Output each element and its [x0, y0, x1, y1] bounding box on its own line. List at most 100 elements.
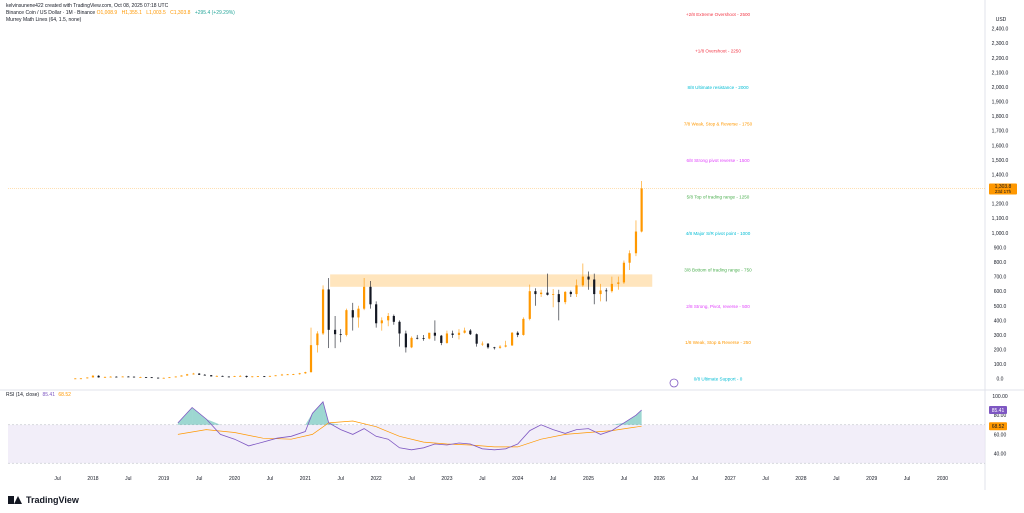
murrey-line-label: 4/8 Major S/R pivot point - 1000	[686, 231, 751, 236]
price-tick-label: 900.0	[994, 245, 1007, 251]
candle-body	[292, 374, 295, 375]
candle-body	[587, 276, 590, 280]
rsi-overbought-fill	[192, 407, 207, 425]
candle-body	[268, 375, 272, 377]
candle-body	[192, 373, 195, 375]
price-tick-label: 700.0	[994, 275, 1007, 281]
rsi-overbought-fill	[611, 422, 624, 425]
high-value: H1,355.1	[121, 10, 142, 16]
candle-body	[239, 375, 242, 377]
candle-body	[445, 333, 449, 343]
murrey-line-label: 5/8 Top of trading range - 1250	[687, 194, 750, 199]
murrey-line-label: +2/8 Extreme Overshoot - 2500	[686, 12, 751, 17]
candle-body	[121, 376, 124, 378]
time-tick-label: Jul	[833, 476, 839, 482]
time-tick-label: 2026	[654, 476, 665, 482]
murrey-line-label: 7/8 Weak, Stop & Reverse - 1750	[684, 121, 753, 126]
candle-body	[251, 376, 254, 378]
price-tick-label: 1,900.0	[992, 100, 1009, 106]
change-value: +295.4 (+29.29%)	[194, 10, 235, 16]
rsi-ma-value: 68.52	[58, 392, 71, 398]
candle-body	[392, 315, 395, 322]
time-tick-label: 2021	[300, 476, 311, 482]
price-tick-label: 2,200.0	[992, 56, 1009, 62]
murrey-line-label: 3/8 Bottom of trading range - 750	[684, 267, 752, 272]
rsi-overbought-fill	[635, 410, 642, 425]
candle-body	[333, 329, 337, 335]
candle-body	[227, 376, 230, 378]
candle-body	[309, 345, 313, 373]
time-tick-label: 2023	[441, 476, 452, 482]
candle-body	[180, 375, 183, 377]
price-tick-label: 0.0	[997, 377, 1004, 383]
time-tick-label: Jul	[196, 476, 202, 482]
candle-body	[552, 294, 555, 295]
murrey-line-label: +1/8 Overshoot - 2250	[695, 48, 741, 53]
candle-body	[557, 294, 560, 303]
time-tick-label: 2025	[583, 476, 594, 482]
price-tick-label: 600.0	[994, 289, 1007, 295]
candle-body	[510, 332, 514, 346]
candle-body	[433, 332, 437, 336]
candle-body	[168, 377, 171, 379]
candle-body	[451, 333, 454, 335]
candle-body	[339, 334, 342, 336]
candle-body	[256, 376, 260, 378]
credit-line: kelvinsunene422 created with TradingView…	[6, 3, 169, 9]
candle-body	[428, 332, 431, 339]
murrey-line-label: 8/8 Ultimate resistance - 2000	[687, 85, 748, 90]
candle-body	[622, 262, 626, 283]
event-flag-icon	[669, 378, 679, 388]
candle-body	[327, 289, 330, 330]
price-tick-label: 1,100.0	[992, 216, 1009, 222]
candle-body	[457, 332, 461, 335]
candle-body	[97, 375, 100, 378]
price-tick-label: 300.0	[994, 333, 1007, 339]
candle-body	[233, 376, 236, 377]
rsi-ma-line	[177, 420, 642, 448]
brand-name: TradingView	[26, 495, 79, 505]
candle-body	[298, 373, 301, 375]
candle-body	[369, 286, 372, 305]
rsi-overbought-fill	[305, 413, 313, 425]
rsi-value-badge-label: 85.41	[992, 408, 1005, 414]
rsi-label: RSI (14, close)	[6, 392, 40, 398]
candle-body	[351, 310, 354, 318]
candle-body	[404, 333, 407, 348]
symbol-name: Binance Coin / US Dollar · 1M · Binance	[6, 10, 96, 16]
open-value: O1,008.9	[96, 10, 118, 16]
candle-body	[599, 290, 602, 295]
rsi-ma-badge	[989, 422, 1007, 431]
price-tick-label: 2,000.0	[992, 85, 1009, 91]
rsi-tick-label: 100.00	[992, 394, 1008, 400]
ohlc-values: O1,008.9 H1,355.1 L1,003.5 C1,303.8 +295…	[97, 10, 238, 16]
murrey-line-label: 6/8 Strong pivot reverse - 1500	[686, 158, 750, 163]
tradingview-brand: TradingView	[8, 495, 79, 505]
candle-body	[469, 330, 472, 335]
price-tick-label: 1,200.0	[992, 202, 1009, 208]
price-tick-label: 200.0	[994, 348, 1007, 354]
candle-body	[363, 286, 366, 309]
price-tick-label: 1,600.0	[992, 143, 1009, 149]
candle-body	[79, 378, 83, 380]
time-tick-label: 2018	[87, 476, 98, 482]
time-tick-label: Jul	[550, 476, 556, 482]
tradingview-logo-icon	[8, 496, 22, 504]
candle-body	[528, 291, 531, 319]
time-tick-label: Jul	[621, 476, 627, 482]
candle-body	[115, 376, 118, 378]
candle-body	[398, 321, 401, 334]
rsi-band	[8, 424, 985, 464]
candle-body	[546, 292, 549, 295]
candle-body	[198, 373, 201, 375]
time-tick-label: Jul	[762, 476, 768, 482]
murrey-line-label: 1/8 Weak, Stop & Reverse - 250	[685, 340, 751, 345]
candle-body	[321, 289, 325, 334]
candle-body	[628, 253, 631, 263]
rsi-current-value: 85.41	[42, 392, 55, 398]
candle-body	[103, 376, 107, 378]
candle-body	[634, 231, 638, 254]
candle-body	[150, 377, 153, 379]
candle-body	[345, 310, 348, 335]
